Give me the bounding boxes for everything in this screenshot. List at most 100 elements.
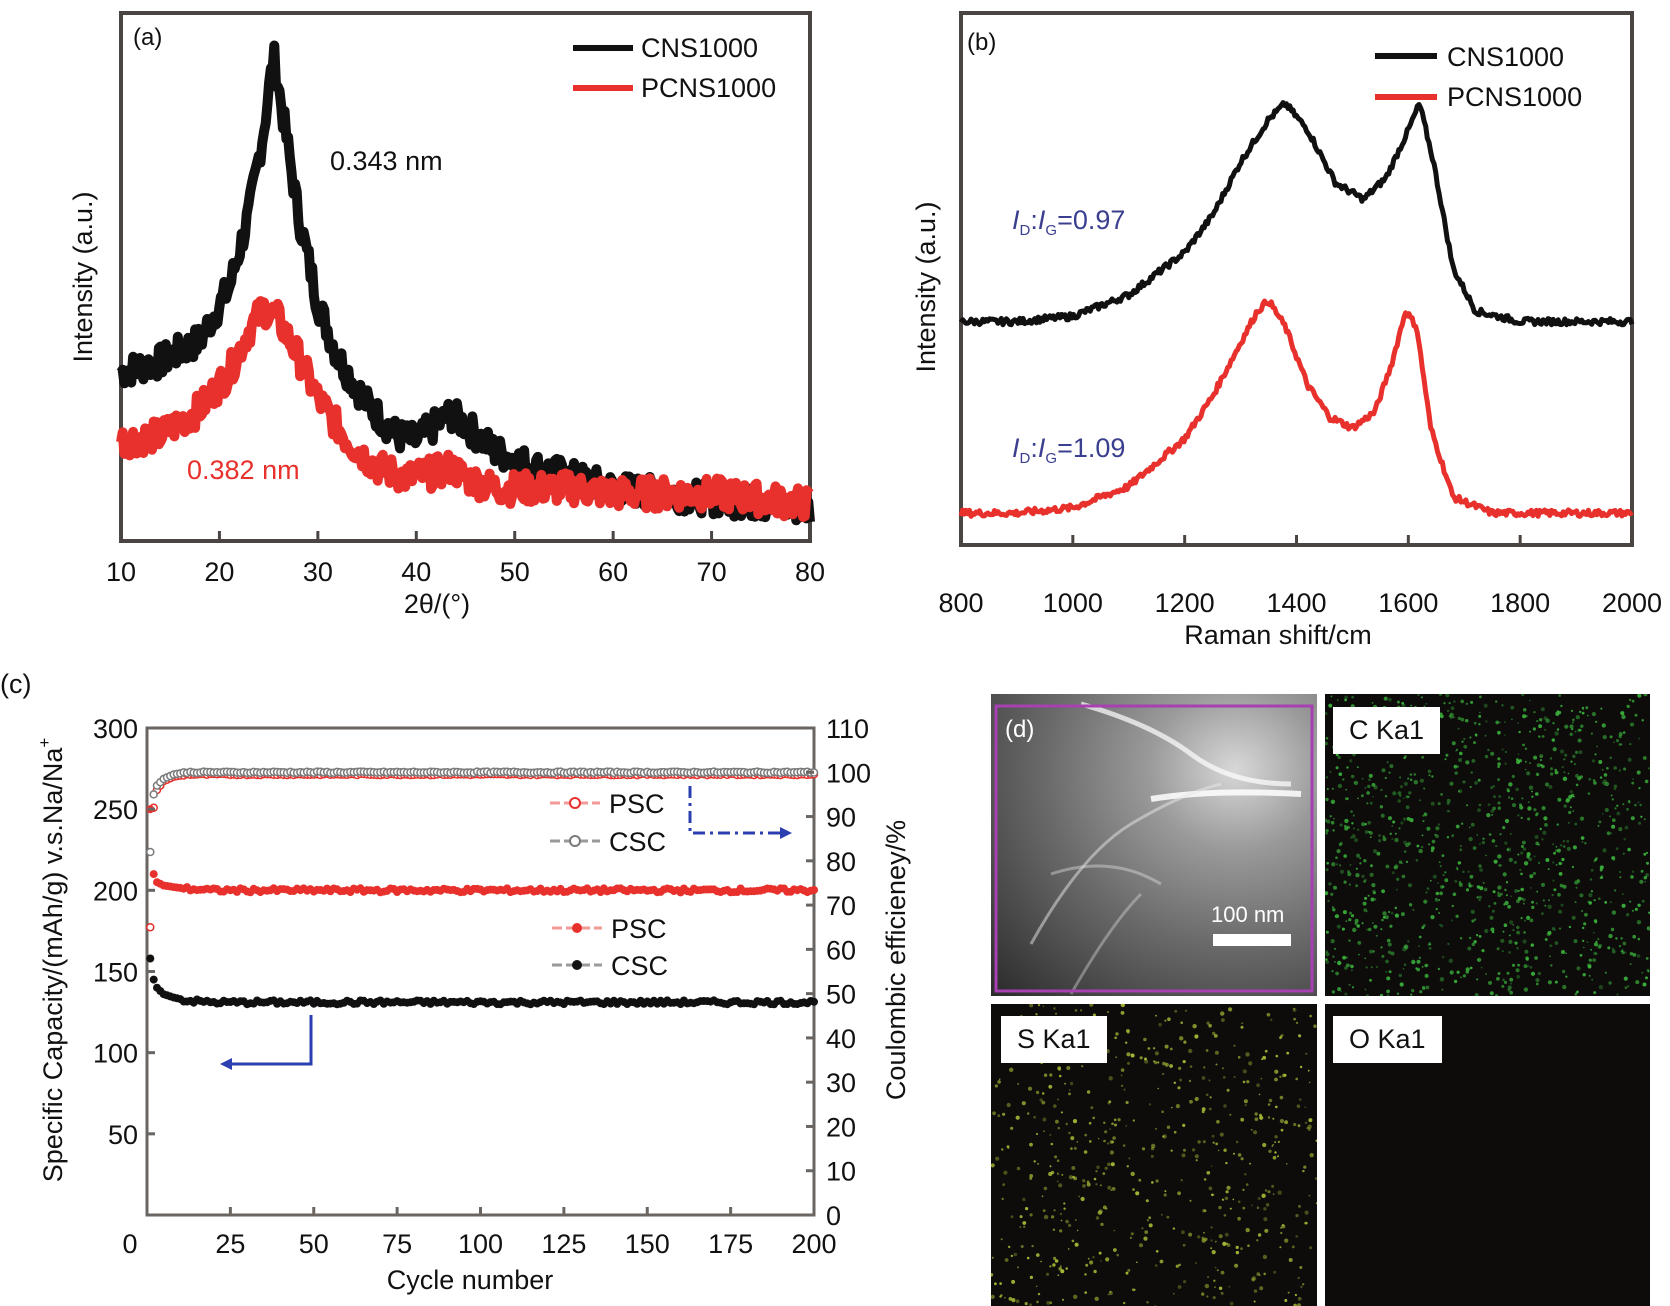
- signal-dot: [1340, 869, 1344, 874]
- signal-dot: [1201, 1238, 1206, 1243]
- signal-dot: [1523, 987, 1529, 992]
- signal-dot: [1325, 712, 1328, 715]
- signal-dot: [1630, 816, 1635, 821]
- signal-dot: [1026, 1256, 1030, 1260]
- signal-dot: [1080, 1196, 1085, 1202]
- signal-dot: [1344, 797, 1348, 801]
- signal-dot: [1458, 882, 1463, 887]
- signal-dot: [1604, 901, 1608, 904]
- signal-dot: [1248, 1061, 1253, 1066]
- y-tick-label-right: 50: [826, 980, 856, 1010]
- signal-dot: [1634, 907, 1638, 911]
- signal-dot: [1022, 1221, 1027, 1225]
- signal-dot: [1335, 971, 1339, 976]
- signal-dot: [1394, 913, 1399, 918]
- signal-dot: [1510, 833, 1512, 835]
- signal-dot: [1325, 930, 1329, 934]
- signal-dot: [1413, 773, 1417, 776]
- signal-dot: [1459, 937, 1463, 940]
- signal-dot: [1357, 828, 1360, 831]
- signal-dot: [1470, 771, 1473, 774]
- signal-dot: [1558, 872, 1563, 876]
- signal-dot: [1064, 1082, 1066, 1085]
- superscript-plus: +: [35, 738, 54, 748]
- signal-dot: [1509, 920, 1514, 925]
- signal-dot: [1473, 721, 1477, 725]
- signal-dot: [1422, 925, 1425, 928]
- signal-dot: [1106, 1142, 1109, 1145]
- signal-dot: [1503, 980, 1508, 984]
- signal-dot: [1274, 1141, 1276, 1143]
- signal-dot: [1295, 1077, 1298, 1081]
- signal-dot: [1544, 729, 1546, 731]
- signal-dot: [1604, 971, 1607, 974]
- signal-dot: [1588, 777, 1592, 781]
- signal-dot: [1059, 1229, 1063, 1233]
- signal-dot: [1430, 801, 1435, 806]
- signal-dot: [1073, 1146, 1077, 1150]
- signal-dot: [1297, 1303, 1301, 1306]
- signal-dot: [1130, 1171, 1135, 1177]
- signal-dot: [1188, 1232, 1193, 1237]
- signal-dot: [1182, 1060, 1186, 1064]
- signal-dot: [1372, 922, 1374, 924]
- signal-dot: [1125, 1125, 1127, 1127]
- signal-dot: [1550, 767, 1553, 771]
- series-line-pcns1000: [958, 298, 1634, 519]
- signal-dot: [1593, 899, 1596, 902]
- series-group: [116, 40, 815, 526]
- signal-dot: [1364, 830, 1369, 834]
- signal-dot: [1458, 758, 1463, 762]
- signal-dot: [1554, 731, 1559, 736]
- signal-dot: [1345, 920, 1348, 923]
- signal-dot: [1512, 929, 1515, 932]
- signal-dot: [1102, 1205, 1107, 1210]
- signal-dot: [1572, 754, 1576, 758]
- signal-dot: [1528, 857, 1533, 862]
- signal-dot: [1391, 871, 1395, 875]
- signal-dot: [1353, 780, 1359, 786]
- signal-dot: [1194, 1154, 1199, 1159]
- signal-dot: [1387, 942, 1392, 947]
- signal-dot: [1556, 710, 1559, 713]
- signal-dot: [1493, 795, 1496, 799]
- y-tick-label-left: 50: [108, 1120, 138, 1150]
- signal-dot: [1386, 989, 1390, 994]
- signal-dot: [1154, 1051, 1159, 1056]
- signal-dot: [1367, 894, 1370, 897]
- signal-dot: [1272, 1117, 1275, 1120]
- signal-dot: [1451, 741, 1456, 746]
- panel-label: (a): [133, 24, 162, 51]
- signal-dot: [1596, 745, 1598, 748]
- signal-dot: [1214, 1050, 1219, 1055]
- signal-dot: [1404, 946, 1409, 950]
- signal-dot: [1547, 904, 1552, 909]
- signal-dot: [1449, 781, 1454, 786]
- scale-bar-label: 100 nm: [1211, 902, 1285, 927]
- signal-dot: [1465, 967, 1470, 972]
- signal-dot: [1594, 753, 1597, 756]
- signal-dot: [1325, 776, 1328, 779]
- signal-dot: [1281, 1224, 1286, 1229]
- signal-dot: [1544, 904, 1547, 907]
- x-ticks: 800 1000 1200 1400 1600 1800 2000: [938, 535, 1662, 618]
- signal-dot: [1446, 809, 1450, 813]
- signal-dot: [1262, 1254, 1268, 1260]
- signal-dot: [1308, 1081, 1311, 1084]
- signal-dot: [1438, 861, 1441, 864]
- signal-dot: [1370, 864, 1373, 868]
- signal-dot: [1620, 711, 1625, 716]
- signal-dot: [1437, 882, 1439, 884]
- signal-dot: [1223, 1148, 1227, 1152]
- signal-dot: [1588, 958, 1592, 962]
- signal-dot: [1373, 898, 1377, 901]
- signal-dot: [1241, 1022, 1244, 1025]
- signal-dot: [1637, 903, 1641, 907]
- signal-dot: [1457, 716, 1462, 721]
- signal-dot: [1455, 824, 1460, 829]
- signal-dot: [1010, 1254, 1014, 1258]
- y-tick-label-right: 40: [826, 1024, 856, 1054]
- signal-dot: [1551, 738, 1555, 742]
- signal-dot: [1630, 722, 1635, 727]
- signal-dot: [1387, 950, 1392, 955]
